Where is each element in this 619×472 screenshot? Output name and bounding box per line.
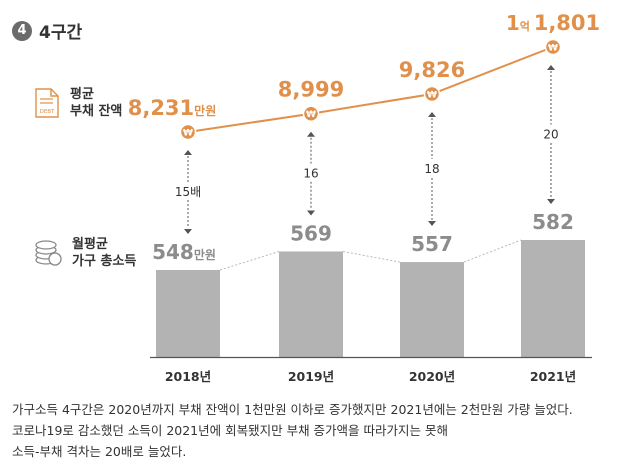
ratio-arrowhead xyxy=(184,229,192,234)
won-symbol-icon: ₩ xyxy=(427,91,437,101)
legend-income: 월평균 가구 총소득 xyxy=(34,236,136,270)
debt-line xyxy=(187,46,554,133)
income-value-label: 548만원 xyxy=(152,240,216,264)
debt-marker xyxy=(423,85,441,103)
ratio-arrowhead xyxy=(307,210,315,216)
debt-value-label: 8,231만원 xyxy=(128,96,217,120)
income-value-label: 569 xyxy=(290,221,332,245)
ratio-arrowhead xyxy=(547,199,555,204)
section-header: 4 4구간 xyxy=(12,18,82,43)
legend-debt-line2: 부채 잔액 xyxy=(70,104,123,119)
income-bar xyxy=(279,251,343,357)
won-symbol-icon: ₩ xyxy=(306,110,316,120)
won-symbol-icon: ₩ xyxy=(183,129,193,139)
legend-debt-line1: 평균 xyxy=(70,87,94,102)
ratio-label-bg xyxy=(537,124,565,143)
ratio-label-bg xyxy=(418,159,446,178)
bar-connector xyxy=(463,239,522,263)
debt-value-label: 8,999 xyxy=(278,78,344,102)
bar-connector xyxy=(342,250,401,263)
ratio-arrowhead xyxy=(547,65,555,70)
debt-marker xyxy=(544,38,562,56)
debt-value-label: 1억 1,801 xyxy=(506,11,600,35)
debt-value-label: 9,826 xyxy=(399,58,465,82)
caption-line-3: 소득-부채 격차는 20배로 늘었다. xyxy=(12,444,187,459)
caption-line-2: 코로나19로 감소했던 소득이 2021년에 회복됐지만 부채 증가액을 따라가… xyxy=(12,423,449,438)
income-value-label: 557 xyxy=(411,232,453,256)
caption: 가구소득 4구간은 2020년까지 부채 잔액이 1천만원 이하로 증가했지만 … xyxy=(12,399,573,462)
coin-stack-icon xyxy=(35,240,62,266)
legend-income-line2: 가구 총소득 xyxy=(72,254,137,269)
debt-marker xyxy=(302,105,320,122)
bar-connector xyxy=(219,250,280,271)
income-debt-chart: 2018년 2019년 2020년 2021년 548만원 569 557 582 15배 16 1… xyxy=(128,11,600,384)
legend-debt: DEBT 평균 부채 잔액 xyxy=(34,86,122,120)
section-title: 4구간 xyxy=(39,23,83,43)
x-tick-label: 2018년 xyxy=(165,369,211,384)
x-tick-label: 2019년 xyxy=(288,369,334,384)
ratio-label: 15배 xyxy=(175,185,201,199)
ratio-arrowhead xyxy=(307,131,315,137)
income-bar xyxy=(156,270,220,357)
legend-income-line1: 월평균 xyxy=(72,237,108,252)
debt-marker xyxy=(179,123,197,141)
ratio-arrowhead xyxy=(428,112,436,118)
ratio-arrowhead xyxy=(184,150,192,155)
ratio-label: 20 xyxy=(543,128,558,142)
debt-icon-text: DEBT xyxy=(40,109,55,115)
debt-document-icon: DEBT xyxy=(35,88,59,118)
ratio-label: 16 xyxy=(303,167,318,181)
ratio-label: 18 xyxy=(424,162,439,176)
ratio-label-bg xyxy=(297,163,325,182)
income-bar xyxy=(400,262,464,357)
x-tick-label: 2020년 xyxy=(409,369,455,384)
ratio-label-bg xyxy=(174,182,202,200)
won-symbol-icon: ₩ xyxy=(548,44,558,54)
ratio-arrowhead xyxy=(428,221,436,227)
section-number-badge: 4 xyxy=(12,20,32,41)
x-tick-label: 2021년 xyxy=(530,369,576,384)
income-bar xyxy=(521,240,585,357)
income-value-label: 582 xyxy=(532,210,574,234)
caption-line-1: 가구소득 4구간은 2020년까지 부채 잔액이 1천만원 이하로 증가했지만 … xyxy=(12,402,573,417)
